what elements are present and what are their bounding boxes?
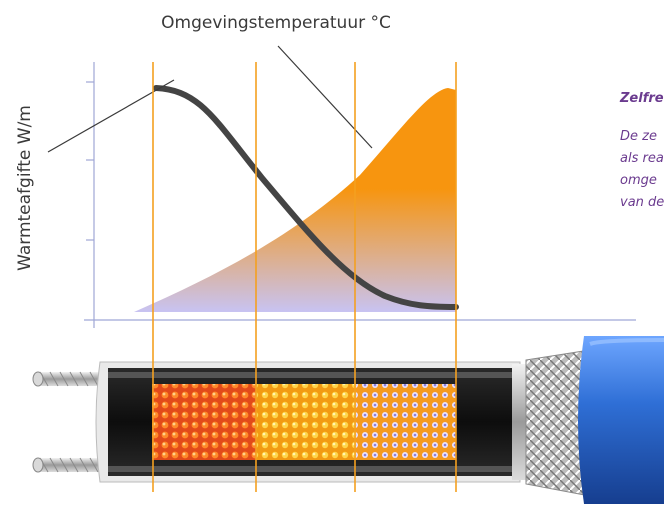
side-line: omge xyxy=(620,173,657,188)
temperature-leader-line xyxy=(277,45,373,149)
heat-output-curve xyxy=(153,85,459,310)
side-line: De ze xyxy=(620,129,657,144)
chart-axes xyxy=(84,62,636,328)
ambient-temperature-label: Omgevingstemperatuur °C xyxy=(161,13,391,33)
heating-cable xyxy=(32,336,664,504)
heating-core-pattern xyxy=(152,384,456,460)
side-line: van de xyxy=(620,195,664,210)
strand-wire-icon xyxy=(32,371,116,387)
side-line: als rea xyxy=(620,151,664,166)
side-title: Zelfre xyxy=(619,91,664,106)
ambient-temperature-area xyxy=(134,88,456,312)
side-description: Zelfre De ze als rea omge van de xyxy=(619,91,664,210)
outer-jacket xyxy=(578,336,664,504)
strand-wire-icon xyxy=(32,457,116,473)
heat-output-axis-label: Warmteafgifte W/m xyxy=(15,105,35,271)
heat-output-leader-line xyxy=(47,79,175,153)
temperature-zone-guides xyxy=(152,62,457,492)
